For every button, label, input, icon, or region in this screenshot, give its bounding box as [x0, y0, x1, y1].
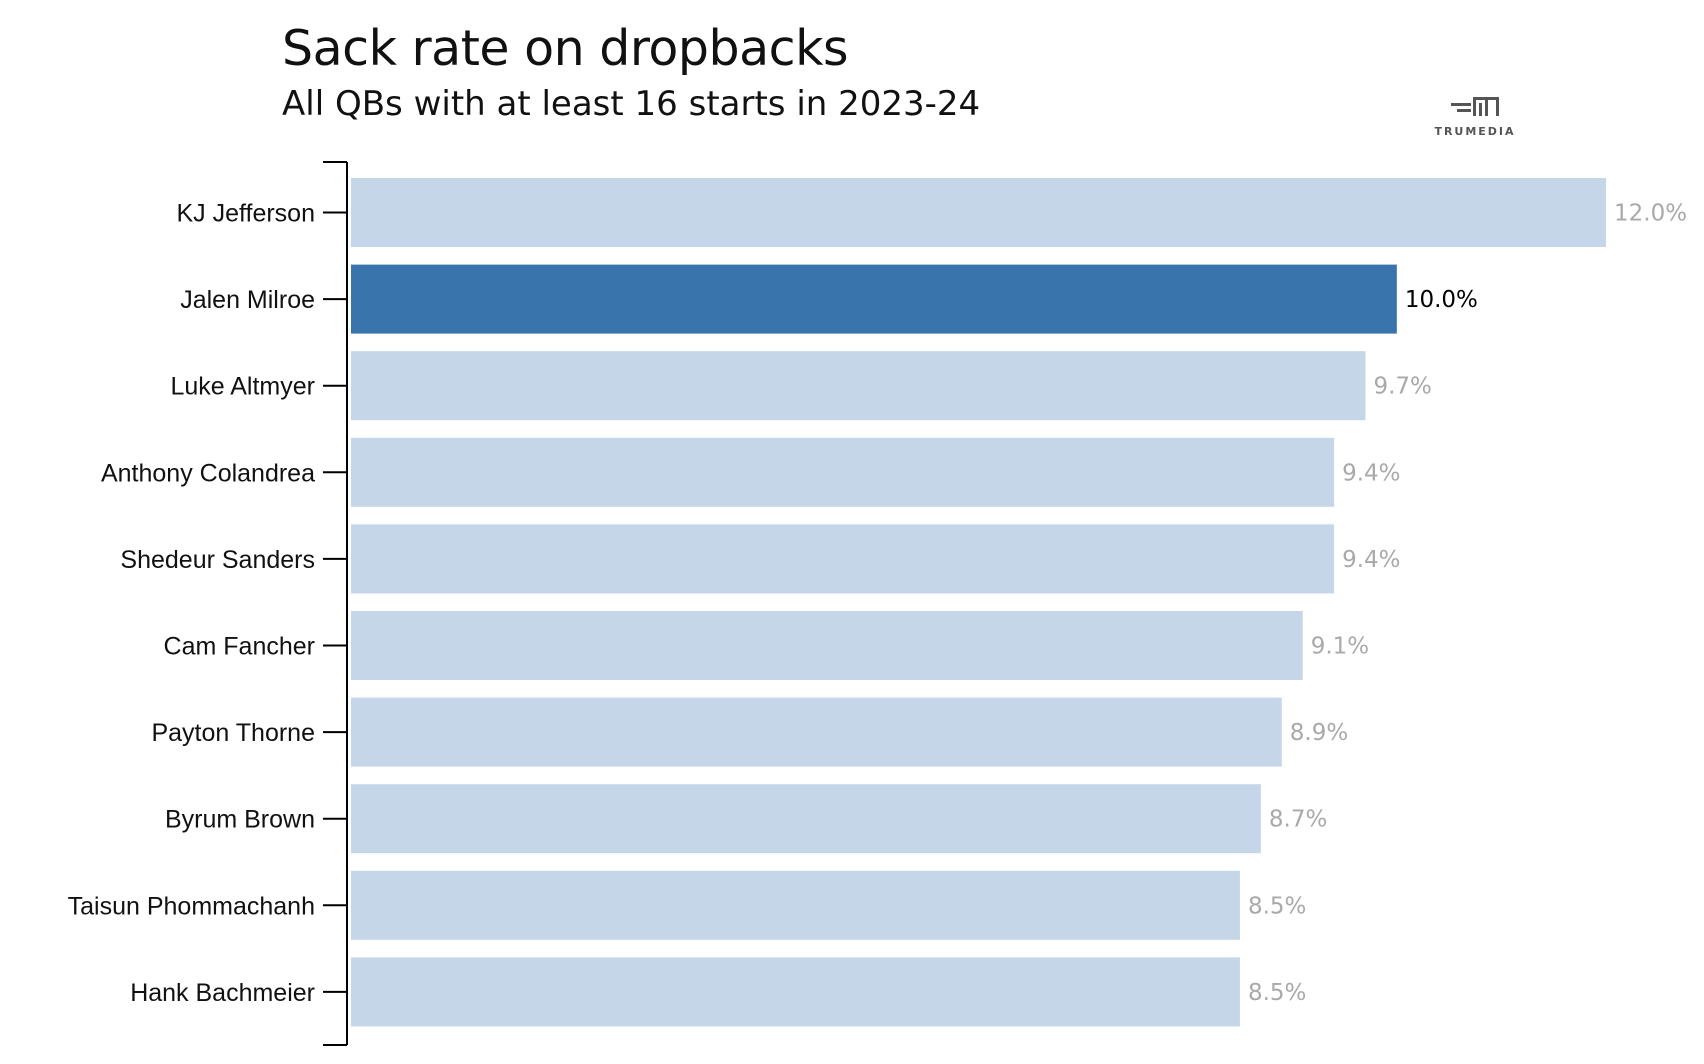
trumedia-logo: TRUMEDIA	[1425, 94, 1525, 138]
data-label: 8.7%	[1269, 807, 1327, 833]
y-tick-label: Jalen Milroe	[180, 286, 315, 314]
data-label: 9.4%	[1342, 547, 1400, 573]
bar	[351, 178, 1606, 247]
bar	[351, 697, 1282, 767]
data-label: 9.7%	[1373, 374, 1431, 400]
data-label: 12.0%	[1614, 201, 1687, 227]
data-label: 10.0%	[1405, 287, 1478, 313]
bar	[351, 437, 1335, 507]
data-label: 9.4%	[1342, 460, 1400, 486]
data-label: 8.5%	[1248, 980, 1306, 1006]
y-tick-label: Taisun Phommachanh	[68, 892, 315, 920]
bar	[351, 264, 1397, 334]
logo-text: TRUMEDIA	[1434, 125, 1516, 138]
y-tick-label: Byrum Brown	[165, 806, 315, 834]
chart-subtitle: All QBs with at least 16 starts in 2023-…	[282, 84, 981, 124]
y-tick-label: KJ Jefferson	[176, 200, 315, 228]
y-tick-label: Luke Altmyer	[170, 373, 315, 401]
bar	[351, 611, 1303, 680]
y-tick-label: Cam Fancher	[164, 633, 315, 661]
bar	[351, 784, 1261, 854]
y-tick-label: Hank Bachmeier	[130, 979, 315, 1007]
trumedia-logo-icon	[1451, 97, 1499, 116]
bar	[351, 351, 1366, 421]
bar	[351, 957, 1240, 1027]
data-label: 9.1%	[1311, 634, 1369, 660]
bar	[351, 870, 1240, 940]
y-tick-label: Shedeur Sanders	[120, 546, 315, 574]
bar	[351, 524, 1335, 594]
chart-title: Sack rate on dropbacks	[282, 20, 848, 77]
data-label: 8.9%	[1290, 720, 1348, 746]
y-tick-label: Anthony Colandrea	[101, 459, 315, 487]
y-tick-label: Payton Thorne	[151, 719, 315, 747]
data-label: 8.5%	[1248, 893, 1306, 919]
